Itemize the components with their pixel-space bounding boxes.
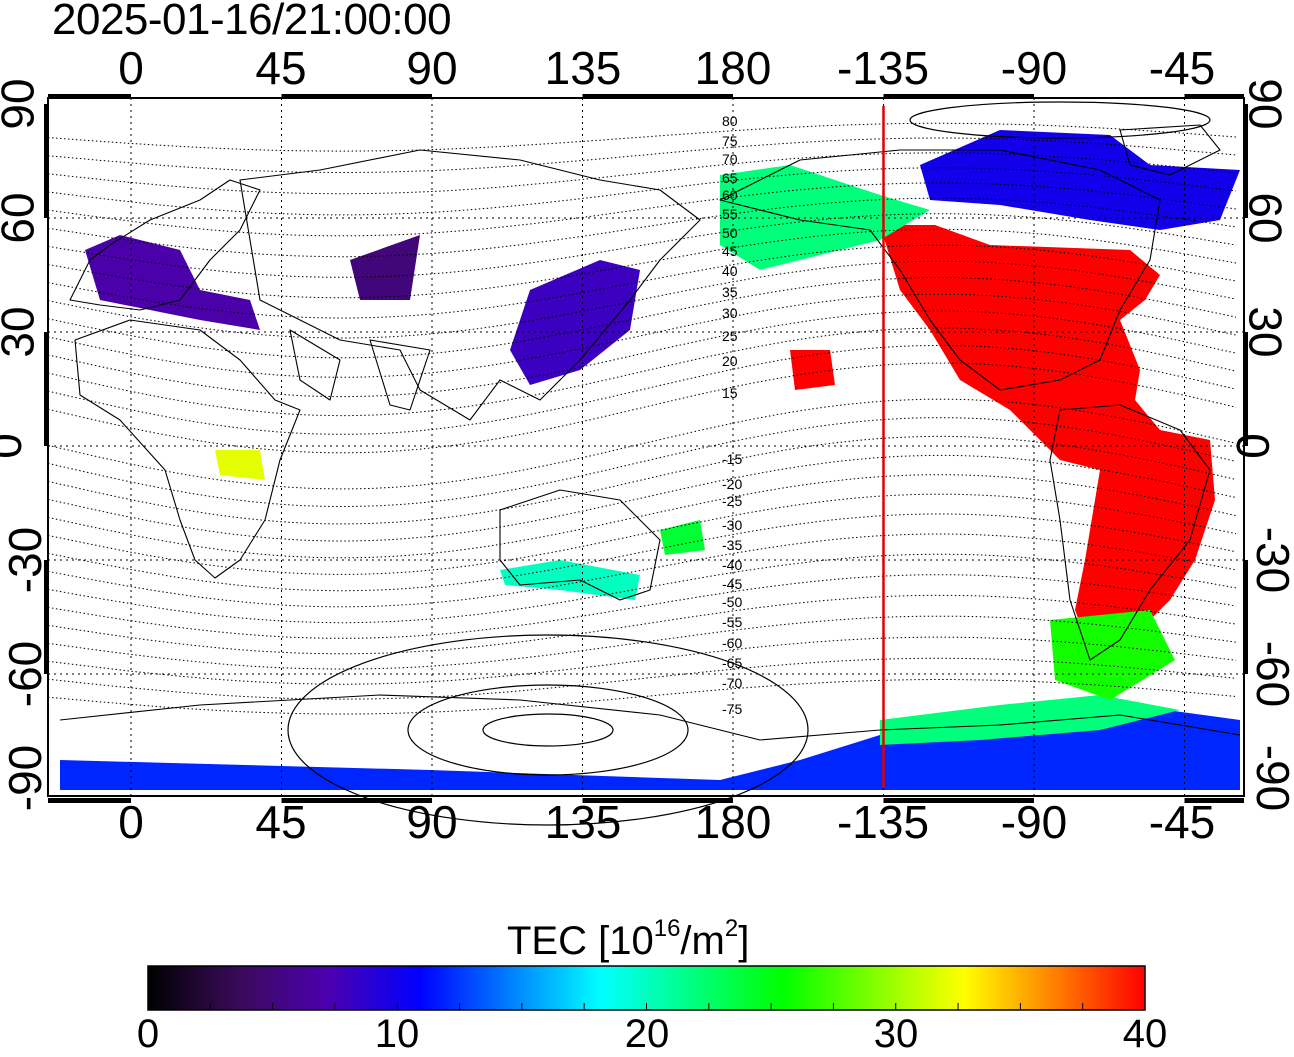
contour-label: -70	[722, 675, 742, 691]
contour-label: 40	[722, 263, 738, 279]
top-longitude-tick: -45	[1148, 42, 1216, 94]
bottom-longitude-tick: 90	[406, 796, 458, 848]
contour-label: -45	[722, 576, 742, 592]
right-latitude-tick: -30	[1247, 526, 1294, 594]
contour-label: -30	[722, 517, 742, 533]
map-title: 2025-01-16/21:00:00	[52, 0, 452, 44]
region-pacific-red	[790, 350, 835, 390]
contour-label: -75	[722, 701, 742, 717]
contour-label: -15	[722, 451, 742, 467]
contour-label: 70	[722, 151, 738, 167]
left-latitude-tick: -60	[0, 640, 52, 708]
contour-label: 25	[722, 328, 738, 344]
contour-label: 15	[722, 385, 738, 401]
coastline-1	[69, 179, 261, 311]
right-latitude-tick: 90	[1239, 78, 1292, 130]
top-longitude-tick: 180	[694, 42, 772, 94]
region-africa	[215, 450, 265, 480]
contour-label: -20	[722, 476, 742, 492]
contour-label: -50	[722, 594, 742, 610]
contour-label: -40	[722, 557, 742, 573]
contour-label: 45	[722, 243, 738, 259]
right-latitude-tick: 60	[1239, 192, 1292, 244]
contour-label: 35	[722, 284, 738, 300]
coastline-0	[74, 319, 301, 579]
left-latitude-tick: 60	[0, 192, 44, 244]
coastline-6	[719, 149, 1161, 391]
tec-data-layer	[60, 130, 1240, 790]
contour-label: 20	[722, 353, 738, 369]
top-longitude-tick: -90	[1000, 42, 1068, 94]
south-pole-ovals	[287, 101, 1211, 826]
contour-label: -35	[722, 537, 742, 553]
contour-label: -55	[722, 614, 742, 630]
bottom-longitude-tick: -45	[1148, 796, 1216, 848]
coastlines	[59, 124, 1241, 741]
right-latitude-tick: 30	[1239, 306, 1292, 358]
bottom-longitude-tick: 180	[694, 796, 772, 848]
coastline-7	[1049, 404, 1211, 661]
colorbar-label: TEC [1016/m2]	[507, 915, 750, 963]
left-latitude-tick: -90	[0, 744, 52, 812]
right-latitude-tick: -60	[1247, 640, 1294, 708]
region-east-asia	[510, 260, 640, 385]
region-europe	[85, 235, 260, 330]
left-latitude-tick: 90	[0, 78, 44, 130]
bottom-longitude-tick: -135	[836, 796, 930, 848]
left-latitude-tick: -30	[0, 526, 52, 594]
coastline-3	[289, 329, 341, 401]
left-latitude-tick: 0	[0, 433, 31, 459]
colorbar-tick-label: 30	[873, 1012, 919, 1056]
contour-label: -60	[722, 635, 742, 651]
magnetic-contours	[47, 122, 1237, 715]
contour-label: 55	[722, 206, 738, 222]
region-australia	[500, 560, 640, 600]
top-longitude-tick: 45	[255, 42, 307, 94]
bottom-longitude-tick: -90	[1000, 796, 1068, 848]
bottom-longitude-tick: 45	[255, 796, 307, 848]
bottom-longitude-tick: 135	[544, 796, 622, 848]
coastline-4	[369, 339, 431, 411]
right-latitude-tick: 0	[1226, 433, 1279, 459]
colorbar	[147, 965, 1146, 1011]
contour-label: 75	[722, 133, 738, 149]
colorbar-tick-label: 0	[136, 1012, 160, 1056]
top-longitude-tick: -135	[836, 42, 930, 94]
contour-label: -65	[722, 655, 742, 671]
region-central-asia	[350, 235, 420, 300]
contour-label: 30	[722, 305, 738, 321]
axis-tick-frame	[44, 94, 1248, 803]
top-longitude-tick: 0	[118, 42, 144, 94]
region-canada-arctic	[920, 130, 1240, 230]
region-pacific-green	[660, 520, 705, 555]
coastline-5	[499, 489, 661, 601]
colorbar-tick-label: 20	[624, 1012, 670, 1056]
contour-label: -25	[722, 493, 742, 509]
left-latitude-tick: 30	[0, 306, 44, 358]
region-americas-red	[880, 225, 1215, 650]
bottom-longitude-tick: 0	[118, 796, 144, 848]
top-longitude-tick: 135	[544, 42, 622, 94]
coastline-2	[239, 149, 701, 421]
right-latitude-tick: -90	[1247, 744, 1294, 812]
region-alaska-band	[720, 165, 930, 270]
contour-label: 50	[722, 225, 738, 241]
top-longitude-tick: 90	[406, 42, 458, 94]
coastline-8	[1119, 124, 1221, 176]
colorbar-tick-label: 40	[1122, 1012, 1168, 1056]
contour-label: 80	[722, 113, 738, 129]
contour-label: 60	[722, 187, 738, 203]
colorbar-tick-label: 10	[374, 1012, 420, 1056]
region-south-pacific-green	[880, 695, 1180, 745]
coastline-9	[59, 694, 1241, 741]
contour-label: 65	[722, 170, 738, 186]
